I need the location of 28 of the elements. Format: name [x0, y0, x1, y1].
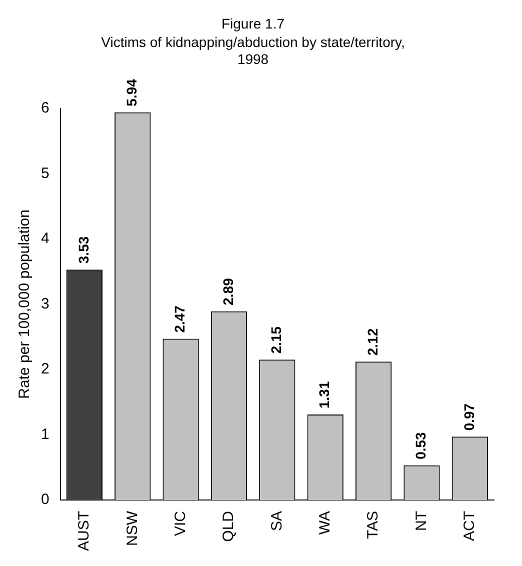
data-label: 2.12: [364, 328, 380, 356]
data-label: 2.89: [220, 278, 236, 306]
x-tick-label: ACT: [461, 510, 478, 541]
y-tick-label: 3: [41, 295, 50, 312]
x-tick-label: VIC: [172, 510, 189, 536]
x-tick-label: TAS: [364, 510, 382, 540]
data-label: 0.53: [412, 432, 429, 460]
y-tick-label: 2: [41, 360, 50, 378]
x-tick-label: WA: [316, 510, 334, 535]
data-label: 2.15: [268, 326, 284, 354]
data-label: 0.97: [460, 403, 477, 431]
x-tick-label: QLD: [220, 510, 238, 542]
x-tick-label: AUST: [76, 510, 93, 552]
y-tick-label: 1: [41, 426, 50, 443]
y-tick-label: 0: [41, 491, 50, 508]
chart-subtitle: Victims of kidnapping/abduction by state/territory, 1998: [101, 34, 405, 67]
x-tick-label: NSW: [124, 510, 141, 546]
y-tick-label: 6: [41, 100, 50, 117]
data-label: 5.94: [123, 78, 140, 106]
data-label: 1.31: [316, 381, 332, 408]
chart-title: Figure 1.7: [221, 15, 285, 32]
x-tick-label: NT: [412, 510, 430, 531]
data-label: 3.53: [75, 236, 92, 264]
data-label: 2.47: [172, 305, 188, 333]
y-tick-label: 5: [41, 164, 50, 182]
y-tick-label: 4: [41, 230, 50, 248]
y-axis-title: Rate per 100,000 population: [16, 210, 34, 399]
x-tick-label: SA: [268, 510, 286, 532]
